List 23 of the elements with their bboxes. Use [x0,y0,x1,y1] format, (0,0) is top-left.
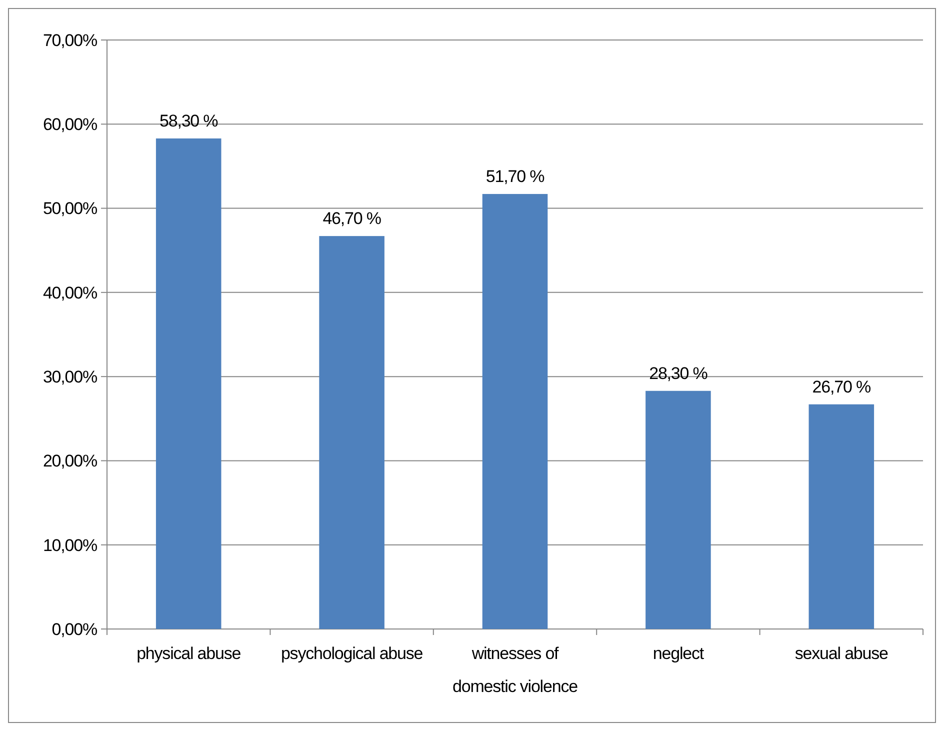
bar [482,194,548,629]
bar [808,404,874,629]
data-label: 51,70 % [486,166,545,186]
x-tick-label: witnesses of domestic violence [452,644,578,696]
data-label: 58,30 % [160,111,218,130]
bar [646,390,711,629]
x-tick-label: sexual abuse [794,644,888,663]
bar [156,138,222,629]
x-tick-label: physical abuse [136,644,241,663]
y-tick-label: 0,00% [52,620,98,639]
x-tick-label: neglect [652,644,704,663]
y-tick-label: 30,00% [42,368,98,387]
y-tick-label: 40,00% [42,283,98,302]
y-tick-label: 50,00% [42,199,98,218]
x-tick-label: psychological abuse [280,644,423,663]
y-tick-label: 70,00% [42,30,98,50]
y-tick-label: 20,00% [42,452,98,471]
data-label: 28,30 % [649,364,708,383]
bar [319,236,384,629]
y-tick-label: 60,00% [42,115,98,134]
data-label: 26,70 % [812,377,871,396]
data-label: 46,70 % [322,209,382,228]
y-tick-label: 10,00% [42,536,98,555]
